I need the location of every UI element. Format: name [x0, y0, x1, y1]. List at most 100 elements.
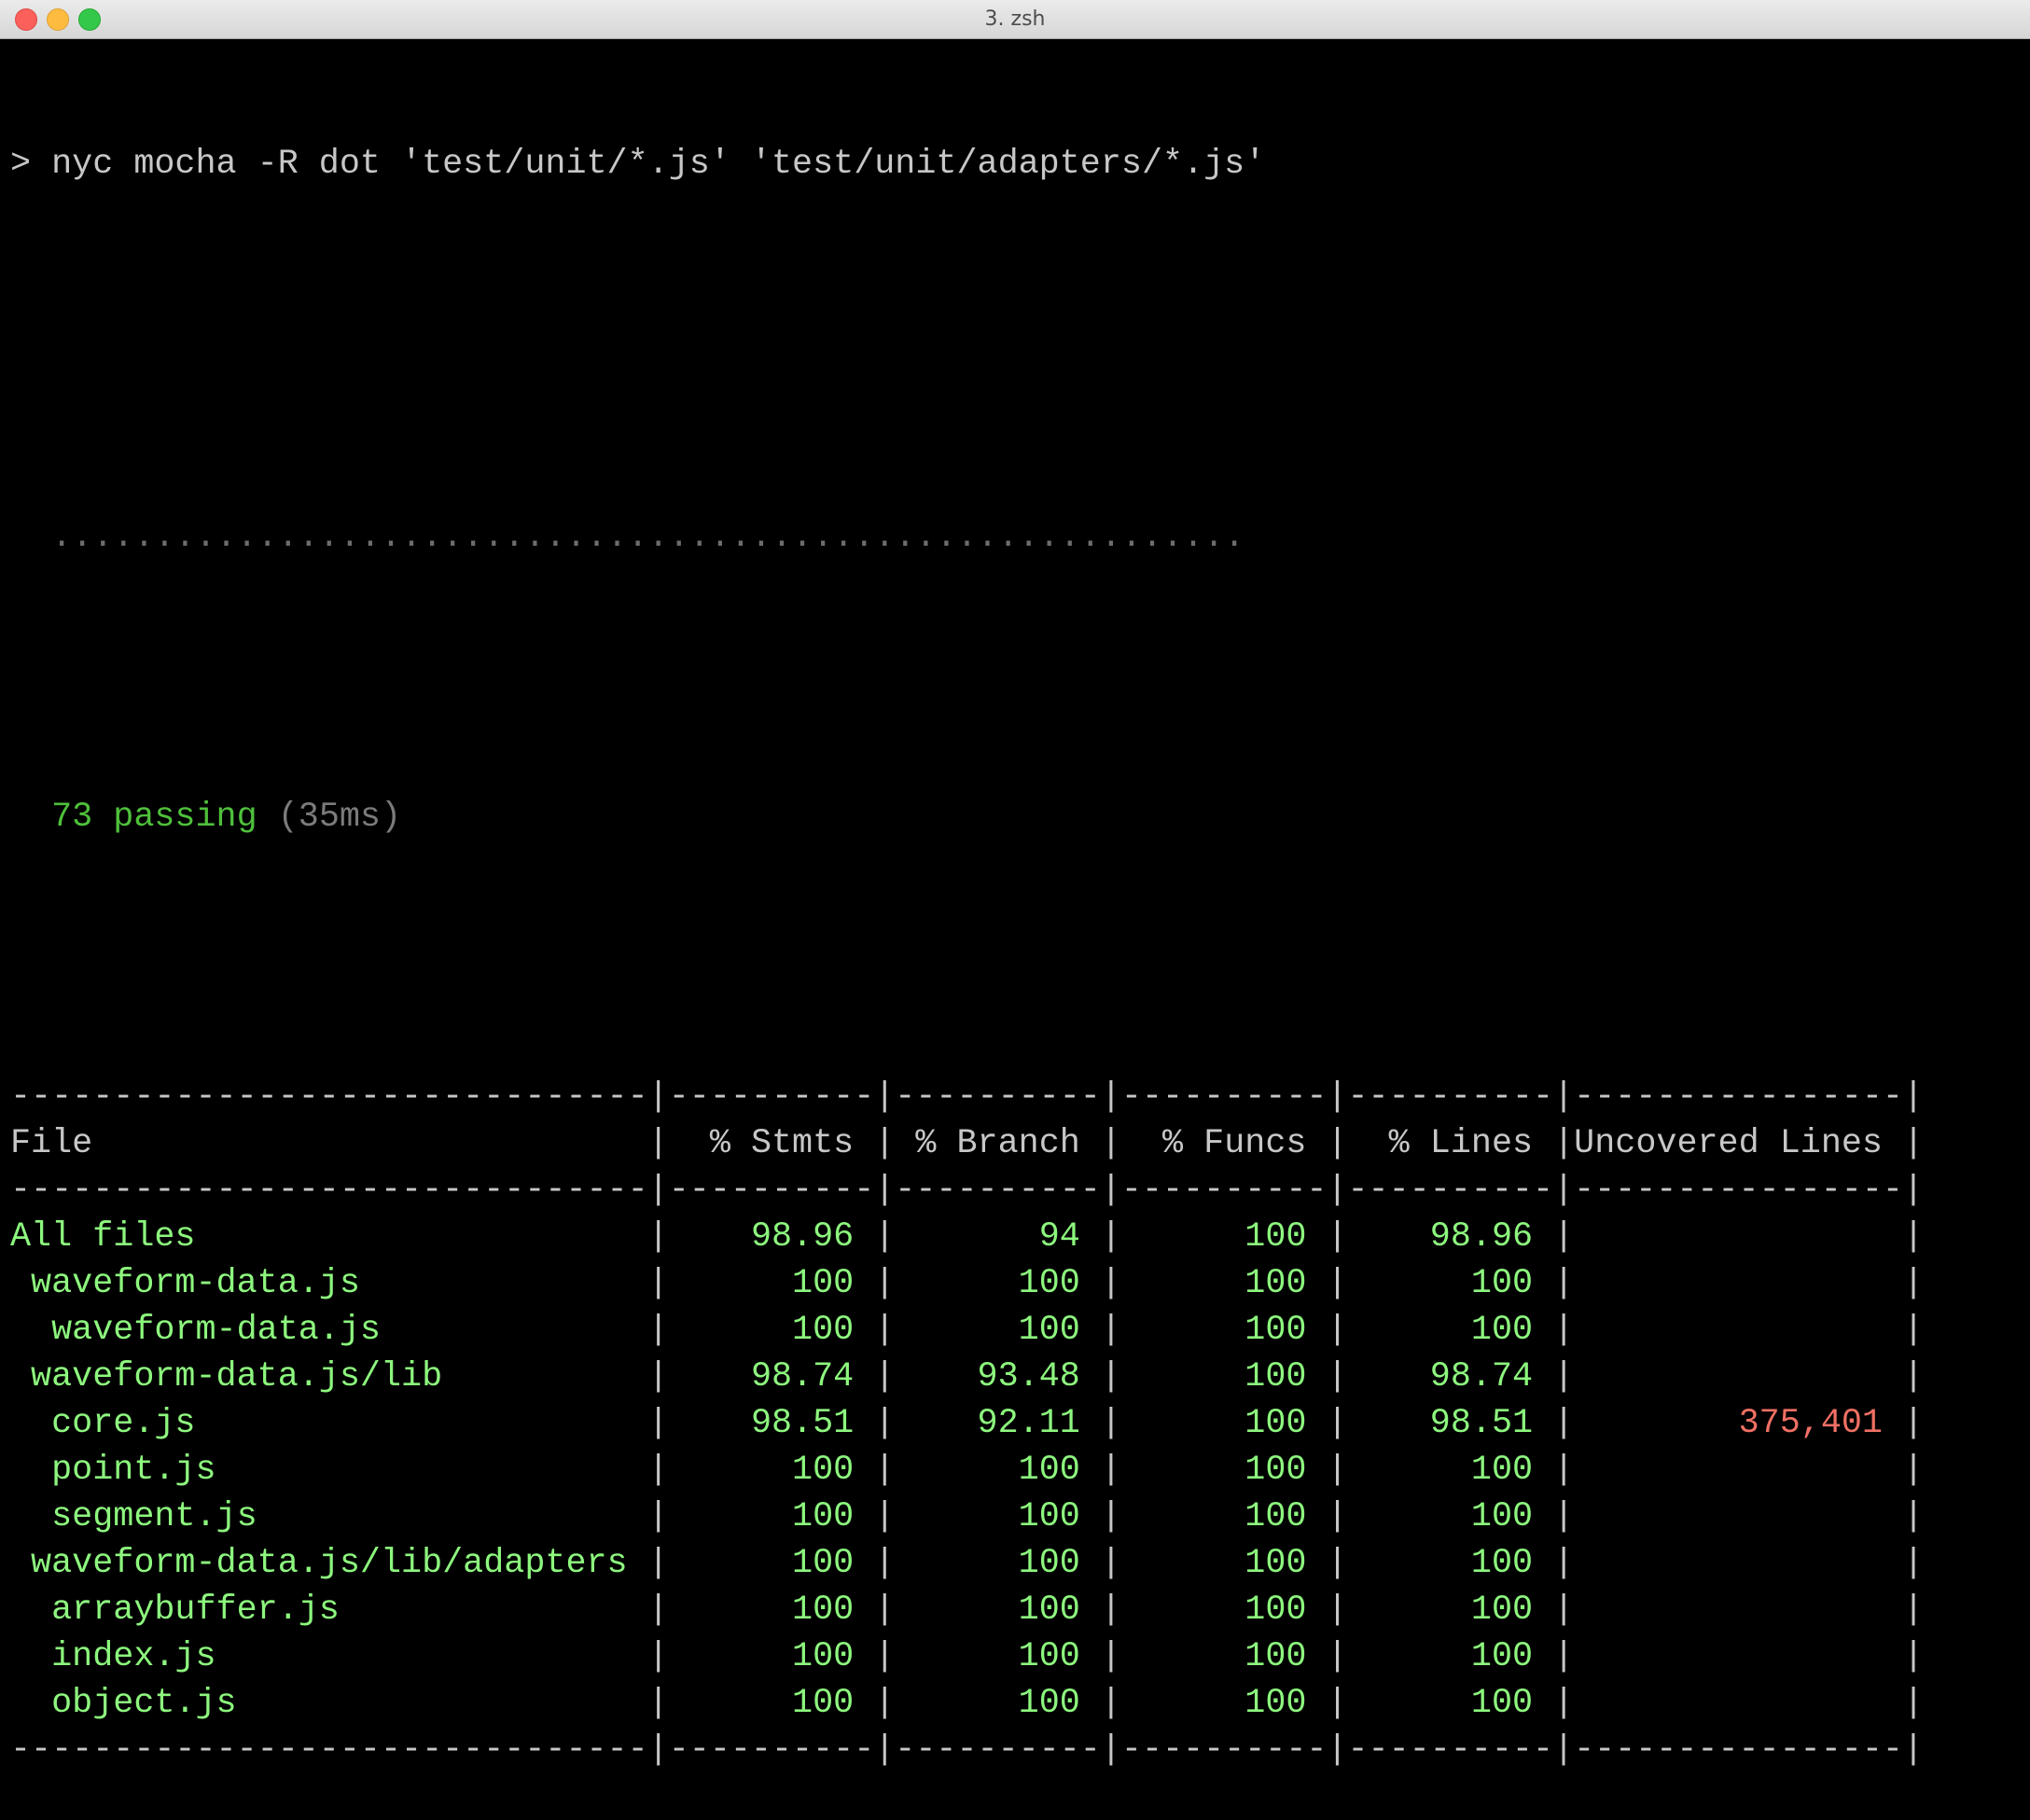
column-divider: |: [1327, 1451, 1348, 1490]
column-divider: |: [1100, 1451, 1121, 1490]
column-divider: |: [1553, 1311, 1575, 1350]
column-divider: |: [647, 1684, 669, 1723]
cell-funcs: 100: [1120, 1311, 1328, 1350]
cell-branch: 92.11: [895, 1404, 1101, 1443]
column-divider: |: [1327, 1544, 1348, 1583]
file-name: waveform-data.js: [10, 1311, 648, 1350]
command-line: > nyc mocha -R dot 'test/unit/*.js' 'tes…: [10, 145, 1266, 184]
column-divider: |: [647, 1451, 669, 1490]
file-name: arraybuffer.js: [10, 1591, 648, 1630]
column-divider: |: [1553, 1684, 1575, 1723]
column-divider: |: [1553, 1404, 1575, 1443]
table-row: segment.js | 100 | 100 | 100 | 100 | |: [10, 1494, 2030, 1540]
header-branch: % Branch: [895, 1124, 1101, 1163]
terminal-output[interactable]: > nyc mocha -R dot 'test/unit/*.js' 'tes…: [10, 48, 2030, 1770]
cell-branch: 100: [895, 1637, 1101, 1676]
cell-uncovered-lines: [1574, 1637, 1903, 1676]
cell-stmts: 98.51: [668, 1404, 875, 1443]
column-divider: |: [1327, 1311, 1348, 1350]
cell-uncovered-lines: [1574, 1217, 1903, 1257]
column-divider: |: [1100, 1637, 1121, 1676]
column-divider: |: [1100, 1357, 1121, 1396]
cell-stmts: 98.74: [668, 1357, 875, 1396]
column-divider: |: [647, 1591, 669, 1630]
column-divider: |: [1100, 1124, 1121, 1163]
column-divider: |: [1553, 1357, 1575, 1396]
cell-lines: 100: [1347, 1684, 1554, 1723]
cell-uncovered-lines: [1574, 1591, 1903, 1630]
cell-branch: 100: [895, 1264, 1101, 1303]
table-separator: -------------------------------|--------…: [10, 1171, 1924, 1210]
cell-lines: 100: [1347, 1637, 1554, 1676]
column-divider: |: [1327, 1637, 1348, 1676]
table-row: waveform-data.js/lib/adapters | 100 | 10…: [10, 1540, 2030, 1587]
column-divider: |: [1903, 1591, 1925, 1630]
column-divider: |: [1553, 1264, 1575, 1303]
cell-funcs: 100: [1120, 1217, 1328, 1257]
column-divider: |: [874, 1637, 896, 1676]
column-divider: |: [1100, 1264, 1121, 1303]
cell-stmts: 100: [668, 1497, 875, 1536]
minimize-window-button[interactable]: [47, 8, 69, 31]
file-name: point.js: [10, 1451, 648, 1490]
title-bar: 3. zsh: [0, 0, 2030, 39]
cell-stmts: 100: [668, 1451, 875, 1490]
column-divider: |: [1100, 1497, 1121, 1536]
cell-lines: 98.96: [1347, 1217, 1554, 1257]
column-divider: |: [1553, 1637, 1575, 1676]
column-divider: |: [1327, 1217, 1348, 1257]
column-divider: |: [1903, 1357, 1925, 1396]
cell-lines: 100: [1347, 1591, 1554, 1630]
close-window-button[interactable]: [15, 8, 37, 31]
cell-branch: 100: [895, 1544, 1101, 1583]
cell-uncovered-lines: [1574, 1451, 1903, 1490]
cell-uncovered-lines: [1574, 1497, 1903, 1536]
column-divider: |: [1903, 1544, 1925, 1583]
table-separator: -------------------------------|--------…: [10, 1730, 1924, 1770]
zoom-window-button[interactable]: [78, 8, 101, 31]
file-name: object.js: [10, 1684, 648, 1723]
column-divider: |: [1553, 1451, 1575, 1490]
column-divider: |: [874, 1591, 896, 1630]
table-row: waveform-data.js/lib | 98.74 | 93.48 | 1…: [10, 1354, 2030, 1400]
cell-stmts: 100: [668, 1264, 875, 1303]
cell-lines: 100: [1347, 1264, 1554, 1303]
cell-funcs: 100: [1120, 1404, 1328, 1443]
file-name: waveform-data.js: [10, 1264, 648, 1303]
column-divider: |: [647, 1357, 669, 1396]
column-divider: |: [1903, 1497, 1925, 1536]
table-row: waveform-data.js | 100 | 100 | 100 | 100…: [10, 1307, 2030, 1354]
column-divider: |: [1100, 1404, 1121, 1443]
cell-uncovered-lines: [1574, 1544, 1903, 1583]
cell-lines: 100: [1347, 1451, 1554, 1490]
passing-count: 73 passing: [10, 798, 257, 837]
cell-stmts: 98.96: [668, 1217, 875, 1257]
table-row: arraybuffer.js | 100 | 100 | 100 | 100 |…: [10, 1587, 2030, 1633]
file-name: waveform-data.js/lib: [10, 1357, 648, 1396]
cell-funcs: 100: [1120, 1264, 1328, 1303]
column-divider: |: [1553, 1217, 1575, 1257]
column-divider: |: [1327, 1357, 1348, 1396]
header-stmts: % Stmts: [668, 1124, 875, 1163]
cell-stmts: 100: [668, 1637, 875, 1676]
cell-uncovered-lines: [1574, 1357, 1903, 1396]
column-divider: |: [1903, 1124, 1925, 1163]
table-row: core.js | 98.51 | 92.11 | 100 | 98.51 | …: [10, 1400, 2030, 1447]
column-divider: |: [874, 1217, 896, 1257]
column-divider: |: [1100, 1311, 1121, 1350]
cell-uncovered-lines: [1574, 1684, 1903, 1723]
header-lines: % Lines: [1347, 1124, 1554, 1163]
column-divider: |: [647, 1264, 669, 1303]
cell-branch: 100: [895, 1451, 1101, 1490]
column-divider: |: [647, 1544, 669, 1583]
cell-funcs: 100: [1120, 1637, 1328, 1676]
cell-lines: 100: [1347, 1544, 1554, 1583]
cell-funcs: 100: [1120, 1357, 1328, 1396]
table-row: All files | 98.96 | 94 | 100 | 98.96 | |: [10, 1214, 2030, 1260]
cell-funcs: 100: [1120, 1684, 1328, 1723]
column-divider: |: [874, 1544, 896, 1583]
file-name: core.js: [10, 1404, 648, 1443]
column-divider: |: [1327, 1404, 1348, 1443]
cell-lines: 100: [1347, 1311, 1554, 1350]
column-divider: |: [874, 1404, 896, 1443]
